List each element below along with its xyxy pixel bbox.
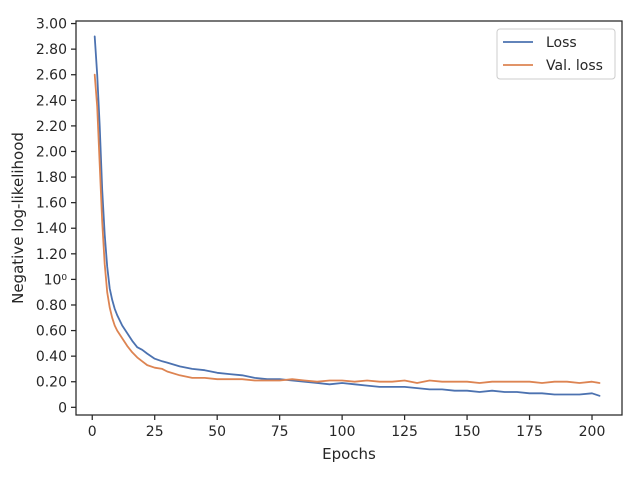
- y-axis-ticks: 0 0.20 0.40 0.60 0.80 10⁰ 1.20 1.40 1.60 1.80 2.00…: [36, 17, 76, 416]
- x-tick-label: 100: [329, 424, 356, 440]
- y-tick-label: 0.20: [36, 375, 67, 391]
- legend: Loss Val. loss: [496, 28, 616, 80]
- y-tick-label: 1.40: [36, 221, 67, 237]
- x-tick-label: 0: [88, 424, 97, 440]
- legend-label: Val. loss: [546, 58, 603, 74]
- y-tick-label: 2.00: [36, 144, 67, 160]
- x-tick-label: 150: [454, 424, 481, 440]
- legend-label: Loss: [546, 35, 577, 51]
- y-tick-label: 10⁰: [44, 272, 68, 288]
- y-tick-label: 2.60: [36, 68, 67, 84]
- x-tick-label: 200: [579, 424, 606, 440]
- series-line-val-loss: [93, 73, 601, 384]
- x-axis-ticks: 0 25 50 75 100 125 150 175 200: [88, 415, 606, 440]
- y-tick-label: 2.20: [36, 119, 67, 135]
- series-line-loss: [93, 35, 601, 397]
- x-tick-label: 25: [146, 424, 164, 440]
- y-tick-label: 1.60: [36, 196, 67, 212]
- x-tick-label: 125: [391, 424, 418, 440]
- y-axis-label: Negative log-likelihood: [9, 132, 27, 304]
- y-tick-label: 1.80: [36, 170, 67, 186]
- x-tick-label: 50: [208, 424, 226, 440]
- y-tick-label: 0.80: [36, 298, 67, 314]
- x-tick-label: 75: [271, 424, 289, 440]
- y-tick-label: 0: [58, 400, 67, 416]
- x-axis-label: Epochs: [322, 445, 376, 463]
- x-tick-label: 175: [516, 424, 543, 440]
- series-lines: [93, 35, 601, 397]
- y-tick-label: 0.40: [36, 349, 67, 365]
- plot-frame: [75, 20, 623, 416]
- y-tick-label: 2.80: [36, 42, 67, 58]
- y-tick-label: 2.40: [36, 93, 67, 109]
- y-tick-label: 1.20: [36, 247, 67, 263]
- y-tick-label: 0.60: [36, 324, 67, 340]
- y-tick-label: 3.00: [36, 17, 67, 33]
